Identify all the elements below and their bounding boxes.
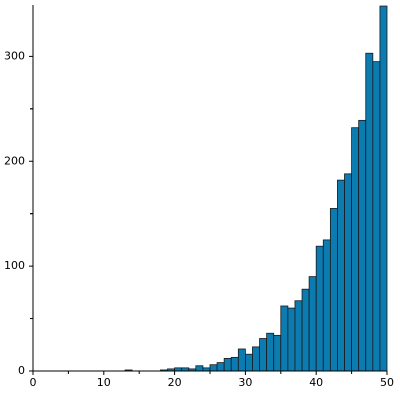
- bar: [209, 364, 218, 372]
- bar: [244, 353, 253, 372]
- bar: [329, 208, 338, 372]
- bar: [294, 300, 303, 372]
- x-tick-label: 50: [380, 376, 394, 389]
- bar: [379, 5, 388, 372]
- bar: [358, 119, 367, 372]
- bar: [337, 179, 345, 372]
- bar: [365, 52, 374, 372]
- y-tick-label: 0: [18, 364, 25, 377]
- x-tick-label: 40: [309, 376, 323, 389]
- bar: [273, 334, 282, 372]
- bar: [372, 61, 381, 372]
- bar: [287, 307, 296, 372]
- bar: [252, 346, 260, 372]
- x-tick-label: 0: [30, 376, 37, 389]
- bar: [322, 239, 331, 372]
- bar: [344, 173, 352, 372]
- bar: [308, 276, 317, 372]
- y-tick-label: 100: [4, 259, 25, 272]
- bar: [195, 365, 204, 372]
- bar: [237, 348, 246, 372]
- bar: [315, 245, 324, 372]
- y-tick-label: 200: [4, 154, 25, 167]
- bar: [259, 338, 268, 372]
- bar: [216, 362, 225, 372]
- bar: [230, 356, 239, 372]
- bar: [351, 127, 360, 372]
- x-tick-label: 20: [168, 376, 182, 389]
- y-tick-label: 300: [4, 49, 25, 62]
- bar: [301, 288, 310, 372]
- x-tick-label: 10: [97, 376, 111, 389]
- bar: [266, 332, 275, 372]
- bar: [223, 358, 232, 372]
- bar: [280, 305, 289, 372]
- x-tick-label: 30: [238, 376, 252, 389]
